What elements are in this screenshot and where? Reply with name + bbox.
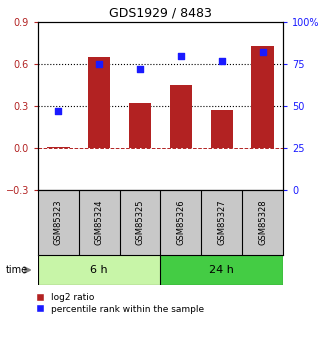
Text: 6 h: 6 h	[91, 265, 108, 275]
Bar	[129, 103, 151, 148]
Text: GSM85323: GSM85323	[54, 200, 63, 245]
Point	[178, 53, 184, 58]
Text: 24 h: 24 h	[209, 265, 234, 275]
Bar	[47, 147, 70, 148]
Bar	[38, 255, 160, 285]
Point	[260, 49, 265, 55]
Text: GSM85325: GSM85325	[135, 200, 144, 245]
Bar	[211, 110, 233, 148]
Bar	[160, 255, 283, 285]
Text: GSM85324: GSM85324	[95, 200, 104, 245]
Title: GDS1929 / 8483: GDS1929 / 8483	[109, 7, 212, 19]
Point	[137, 66, 143, 72]
Point	[219, 58, 224, 63]
Bar	[251, 46, 274, 148]
Text: GSM85328: GSM85328	[258, 200, 267, 245]
Point	[56, 108, 61, 114]
Bar	[170, 85, 192, 148]
Legend: log2 ratio, percentile rank within the sample: log2 ratio, percentile rank within the s…	[36, 293, 204, 314]
Point	[97, 61, 102, 67]
Bar	[88, 57, 110, 148]
Text: GSM85326: GSM85326	[177, 200, 186, 245]
Text: time: time	[6, 265, 28, 275]
Text: GSM85327: GSM85327	[217, 200, 226, 245]
